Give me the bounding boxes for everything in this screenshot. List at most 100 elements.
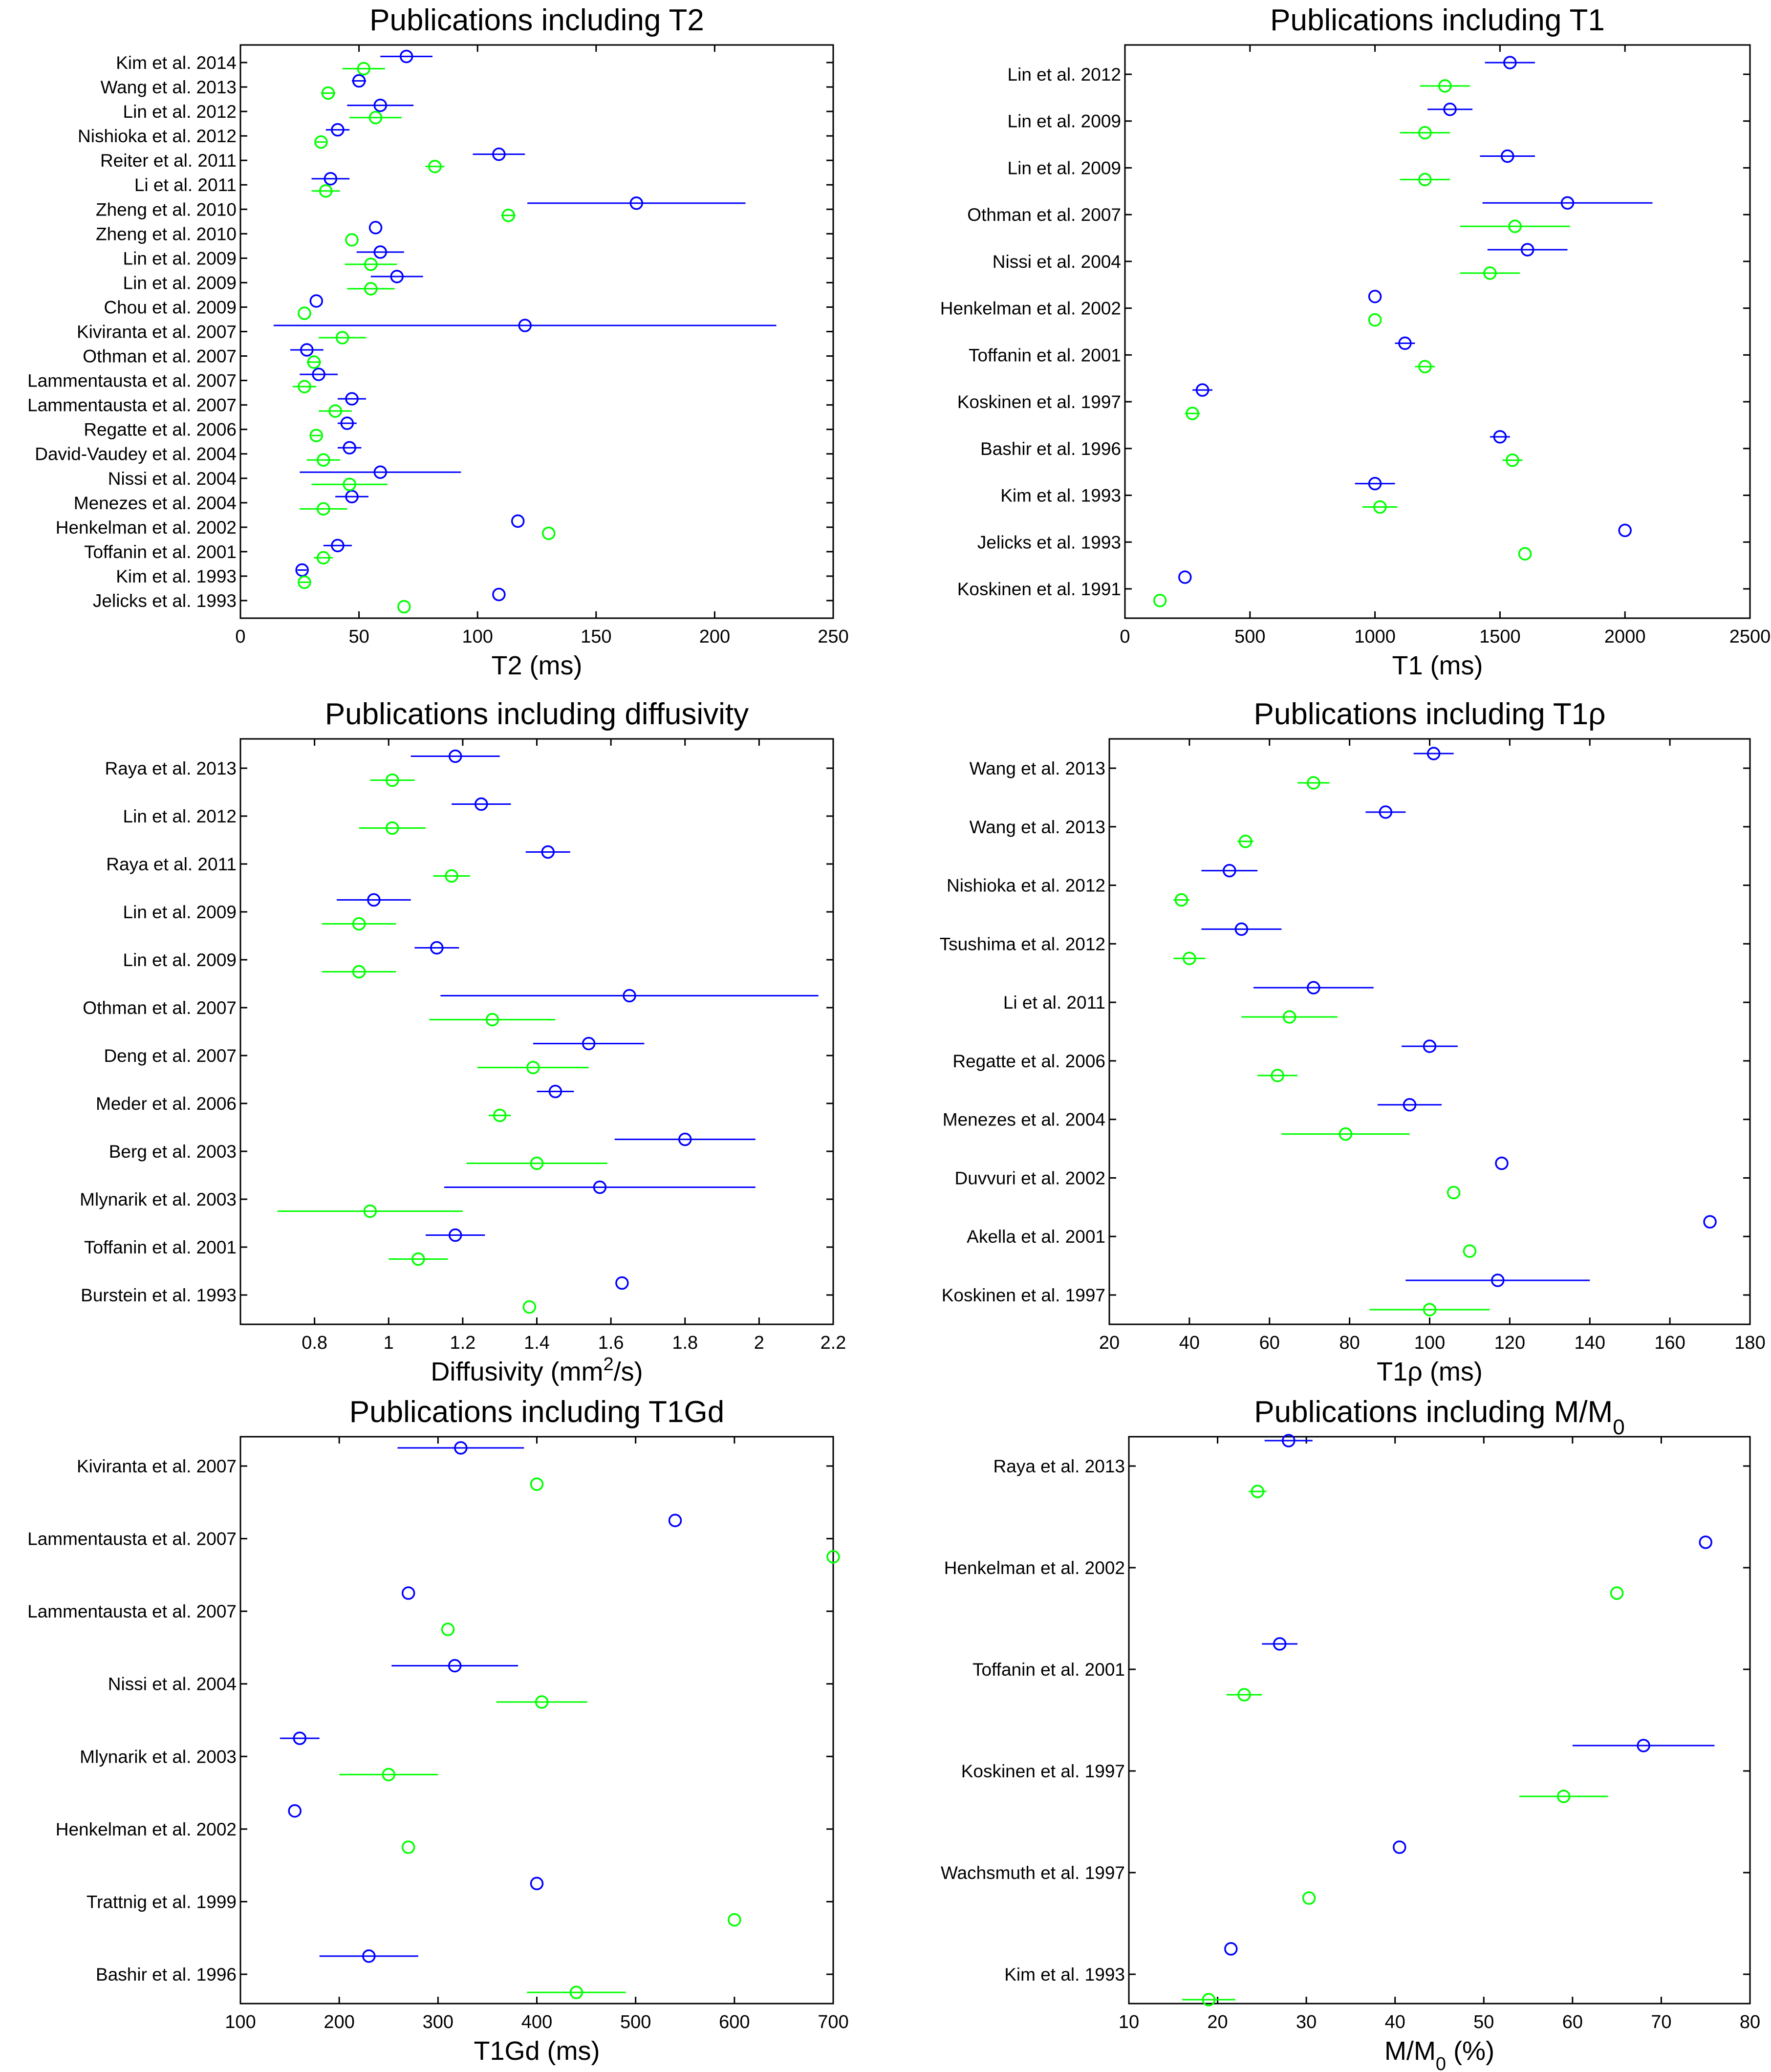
data-point-blue bbox=[324, 172, 338, 186]
data-point-green bbox=[335, 331, 349, 345]
data-point-green bbox=[1610, 1586, 1624, 1600]
x-axis-label-tail: /s) bbox=[614, 1357, 643, 1386]
data-point-green bbox=[526, 1060, 540, 1075]
data-point-blue bbox=[1282, 1434, 1296, 1447]
x-tick-label: 1.6 bbox=[598, 1333, 624, 1353]
y-category-label: Deng et al. 2007 bbox=[104, 1046, 237, 1066]
data-point-green bbox=[522, 1300, 537, 1314]
data-point-green bbox=[441, 1622, 455, 1637]
data-point-blue bbox=[352, 74, 366, 88]
y-category-label: Duvvuri et al. 2002 bbox=[954, 1168, 1105, 1188]
x-axis-label-superscript: 2 bbox=[603, 1354, 613, 1375]
data-point-green bbox=[401, 1840, 415, 1854]
data-point-blue bbox=[1398, 336, 1412, 350]
x-tick-label: 1500 bbox=[1479, 626, 1521, 647]
x-axis-label: Diffusivity (mm2/s) bbox=[431, 1354, 643, 1386]
x-tick-label: 120 bbox=[1494, 1333, 1525, 1353]
data-point-blue bbox=[1223, 863, 1236, 878]
x-tick-label: 50 bbox=[348, 626, 369, 647]
data-point-blue bbox=[343, 441, 356, 454]
y-category-label: Jelicks et al. 1993 bbox=[93, 591, 237, 611]
x-tick-label: 2500 bbox=[1729, 626, 1771, 647]
data-point-green bbox=[352, 965, 366, 979]
x-tick-label: 100 bbox=[462, 626, 493, 647]
data-point-blue bbox=[295, 563, 309, 577]
x-axis-label-text: T1ρ (ms) bbox=[1377, 1357, 1483, 1386]
data-point-green bbox=[298, 380, 311, 393]
y-category-label: Akella et al. 2001 bbox=[967, 1227, 1105, 1247]
x-tick-label: 1.2 bbox=[450, 1333, 475, 1353]
x-tick-label: 300 bbox=[423, 2012, 454, 2032]
data-point-green bbox=[530, 1156, 544, 1170]
data-point-blue bbox=[593, 1180, 607, 1194]
x-axis-label: T1Gd (ms) bbox=[474, 2036, 600, 2066]
data-point-blue bbox=[1560, 196, 1575, 210]
data-point-green bbox=[1508, 219, 1522, 233]
chart-title-subscript: 0 bbox=[1613, 1415, 1624, 1439]
chart-title: Publications including T2 bbox=[369, 3, 704, 37]
x-tick-label: 180 bbox=[1734, 1333, 1765, 1353]
x-axis-label: T1 (ms) bbox=[1392, 651, 1483, 680]
y-category-label: Lammentausta et al. 2007 bbox=[27, 395, 237, 415]
data-point-blue bbox=[1273, 1637, 1287, 1651]
x-tick-label: 0 bbox=[235, 626, 245, 647]
data-point-blue bbox=[1500, 149, 1514, 163]
x-tick-label: 100 bbox=[225, 2012, 256, 2032]
data-point-blue bbox=[1503, 56, 1517, 69]
data-point-green bbox=[542, 526, 556, 540]
y-category-label: Nishioka et al. 2012 bbox=[947, 876, 1105, 896]
y-category-label: Henkelman et al. 2002 bbox=[944, 1558, 1125, 1578]
y-category-label: Li et al. 2011 bbox=[1003, 993, 1105, 1013]
data-point-blue bbox=[293, 1731, 307, 1745]
data-point-blue bbox=[1491, 1273, 1505, 1287]
chart-t1gd: Publications including T1Gd 100 200 300 400 5… bbox=[27, 1395, 849, 2066]
data-point-blue bbox=[541, 845, 555, 859]
data-point-blue bbox=[1403, 1098, 1417, 1112]
chart-diffusivity: Publications including diffusivity 0.8 1 1.… bbox=[80, 697, 846, 1386]
data-point-blue bbox=[615, 1276, 629, 1290]
y-category-label: Regatte et al. 2006 bbox=[84, 420, 237, 440]
data-point-blue bbox=[1618, 523, 1632, 538]
y-category-label: Nissi et al. 2004 bbox=[108, 469, 237, 489]
data-point-green bbox=[569, 1986, 583, 1999]
data-point-green bbox=[397, 600, 411, 614]
data-point-blue bbox=[300, 343, 314, 357]
y-category-label: Koskinen et al. 1991 bbox=[957, 579, 1121, 599]
data-point-green bbox=[411, 1252, 425, 1266]
y-category-label: Henkelman et al. 2002 bbox=[56, 1819, 237, 1839]
x-tick-label: 60 bbox=[1259, 1333, 1280, 1353]
x-tick-label: 40 bbox=[1179, 1333, 1200, 1353]
data-point-blue bbox=[1368, 476, 1382, 491]
data-point-green bbox=[1251, 1485, 1265, 1498]
data-point-blue bbox=[1195, 383, 1209, 397]
y-category-label: Lin et al. 2012 bbox=[1008, 65, 1121, 85]
data-point-green bbox=[298, 306, 311, 320]
data-point-blue bbox=[492, 147, 506, 161]
data-point-green bbox=[1373, 500, 1387, 514]
data-point-green bbox=[1518, 547, 1532, 561]
data-point-blue bbox=[340, 416, 354, 430]
data-point-blue bbox=[629, 196, 644, 210]
x-tick-label: 50 bbox=[1473, 2012, 1494, 2032]
data-point-green bbox=[1418, 360, 1432, 374]
y-category-label: Toffanin et al. 2001 bbox=[84, 542, 237, 562]
y-category-label: Lin et al. 2012 bbox=[123, 102, 237, 122]
y-category-label: Lin et al. 2009 bbox=[123, 248, 237, 268]
x-tick-label: 2000 bbox=[1604, 626, 1646, 647]
data-point-green bbox=[1302, 1891, 1316, 1905]
y-category-label: Burstein et al. 1993 bbox=[81, 1285, 237, 1305]
data-point-green bbox=[298, 575, 311, 589]
chart-title: Publications including T1ρ bbox=[1254, 697, 1606, 731]
data-point-green bbox=[1368, 313, 1382, 327]
y-category-label: Zheng et al. 2010 bbox=[96, 224, 237, 244]
x-tick-label: 80 bbox=[1740, 2012, 1760, 2032]
data-point-blue bbox=[399, 49, 413, 64]
y-category-label: Othman et al. 2007 bbox=[83, 998, 237, 1018]
data-point-blue bbox=[331, 539, 345, 553]
plot-frame bbox=[239, 44, 834, 619]
data-point-blue bbox=[345, 392, 359, 406]
data-point-green bbox=[317, 551, 330, 565]
data-point-green bbox=[317, 502, 330, 516]
y-category-label: Li et al. 2011 bbox=[134, 175, 237, 195]
